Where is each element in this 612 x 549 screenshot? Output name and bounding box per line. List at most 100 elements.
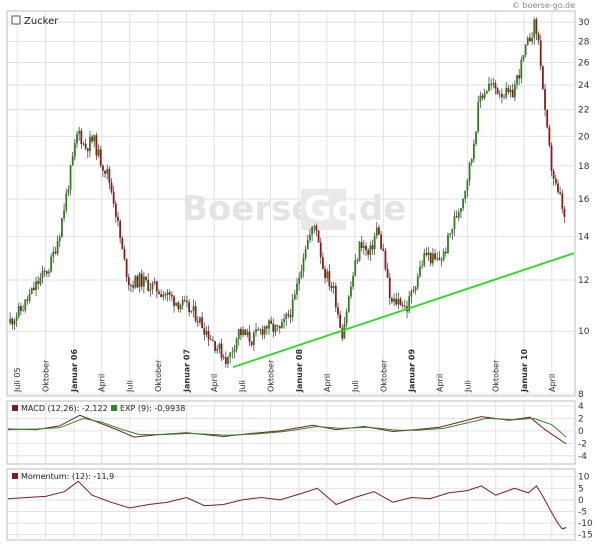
candle-body [544, 88, 546, 110]
candle-body [399, 298, 402, 305]
candle-body [13, 320, 16, 325]
candle-body [283, 318, 285, 323]
macd-legend-label: MACD (12,26): -2,122 [21, 404, 108, 413]
momentum-legend-label: Momentum: (12): -11,9 [21, 472, 114, 481]
candle-body [80, 130, 83, 145]
candle-body [179, 305, 182, 310]
series-line [7, 417, 567, 438]
exp-legend-swatch [111, 405, 117, 411]
candle-body [201, 317, 204, 329]
candle-body [58, 237, 61, 242]
y-tick-label: 4 [578, 402, 584, 412]
candle-body [319, 242, 322, 258]
candle-body [39, 277, 42, 284]
candle-body [533, 19, 536, 38]
candle-body [401, 304, 404, 306]
candle-body [436, 258, 439, 260]
candle-body [119, 220, 122, 239]
candle-body [104, 170, 106, 174]
candle-body [32, 287, 35, 291]
price-y-axis: 8 10 12 14 16 18 20 22 24 26 28 30 [578, 18, 590, 400]
momentum-legend-swatch [12, 473, 18, 479]
candle-body [412, 290, 415, 292]
candle-body [261, 329, 264, 335]
candle-body [145, 276, 147, 280]
candle-body [108, 169, 111, 183]
watermark-left: Boerse [182, 189, 314, 229]
candle-body [552, 170, 555, 179]
y-tick-label: 22 [578, 105, 589, 115]
exp-legend-label: EXP (9): -0,9938 [120, 404, 185, 413]
candle-body [285, 314, 288, 319]
candle-body [112, 191, 115, 204]
candle-body [97, 149, 100, 156]
candle-body [252, 332, 255, 346]
y-tick-label: -10 [578, 519, 593, 529]
candle-body [371, 245, 374, 250]
candle-body [35, 281, 37, 291]
candle-body [334, 286, 337, 308]
candle-body [278, 325, 281, 329]
candle-body [24, 299, 27, 311]
candle-body [67, 189, 70, 194]
candle-body [347, 296, 350, 312]
candle-body [48, 271, 50, 274]
candle-body [358, 242, 361, 261]
momentum-lines [7, 480, 567, 530]
candle-body [546, 109, 549, 128]
candle-body [287, 314, 290, 316]
candle-body [494, 83, 497, 89]
candle-body [365, 245, 367, 251]
candle-body [352, 275, 354, 287]
x-tick-label: Januar 07 [182, 349, 191, 393]
candle-body [554, 178, 557, 184]
candle-body [268, 320, 270, 329]
candle-body [393, 298, 395, 302]
candle-body [315, 226, 318, 231]
candle-body [52, 251, 55, 257]
candle-body [142, 276, 145, 287]
candle-body [158, 291, 160, 295]
candle-body [91, 136, 94, 142]
y-tick-label: 16 [578, 195, 590, 205]
macd-legend: MACD (12,26): -2,122 EXP (9): -0,9938 [12, 404, 185, 413]
candle-body [414, 287, 417, 291]
candle-body [479, 95, 482, 103]
candle-body [153, 281, 156, 284]
x-tick-label: April [548, 374, 557, 392]
price-title: Zucker [24, 16, 59, 27]
candle-body [304, 249, 307, 258]
candle-body [209, 339, 212, 341]
candle-body [37, 281, 40, 284]
candle-body [123, 249, 126, 260]
candle-body [95, 135, 98, 156]
candle-body [332, 286, 335, 289]
candle-body [192, 306, 195, 311]
candle-body [235, 338, 238, 350]
candle-body [483, 93, 486, 98]
candle-body [460, 208, 462, 213]
candle-body [117, 216, 119, 221]
candle-body [211, 340, 214, 342]
candle-body [41, 270, 44, 278]
candle-body [188, 302, 191, 313]
candle-body [326, 271, 329, 279]
y-tick-label: -5 [578, 507, 587, 517]
candle-body [173, 296, 175, 306]
candle-body [132, 285, 134, 288]
candle-body [395, 298, 398, 305]
candle-body [550, 145, 553, 171]
candle-body [222, 357, 225, 358]
momentum-legend: Momentum: (12): -11,9 [12, 472, 114, 481]
candle-body [548, 127, 551, 146]
candle-body [470, 158, 473, 163]
candle-body [507, 87, 510, 93]
candle-body [472, 143, 475, 159]
y-tick-label: -15 [578, 531, 593, 541]
candle-body [134, 276, 137, 288]
candle-body [324, 268, 326, 279]
x-tick-label: April [323, 374, 332, 392]
candle-body [425, 253, 428, 256]
candle-body [518, 75, 521, 79]
